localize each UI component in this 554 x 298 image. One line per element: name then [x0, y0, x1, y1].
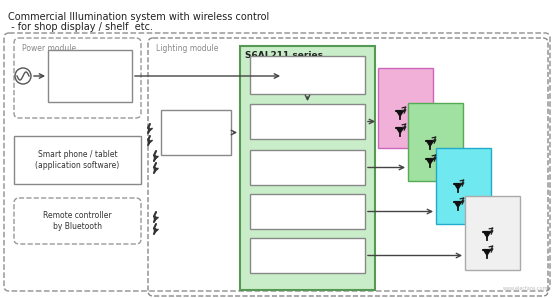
Polygon shape	[454, 202, 461, 207]
Text: LEDs
Green: LEDs Green	[411, 107, 434, 126]
Polygon shape	[427, 159, 434, 164]
Text: LEDs
Red: LEDs Red	[381, 72, 400, 91]
Text: LEDs
Blue: LEDs Blue	[439, 152, 458, 171]
Text: Remote controller
by Bluetooth: Remote controller by Bluetooth	[43, 211, 112, 231]
Bar	[161, 110, 231, 155]
Bar	[250, 150, 365, 185]
Bar	[378, 68, 433, 148]
Text: www.elecfans.com: www.elecfans.com	[502, 286, 548, 291]
Text: S6AL211 series: S6AL211 series	[245, 51, 323, 60]
Bar	[465, 196, 520, 270]
Text: LED controller: LED controller	[282, 119, 333, 125]
Bar	[436, 148, 491, 224]
Text: LED controller: LED controller	[282, 164, 333, 170]
Polygon shape	[427, 141, 434, 146]
Bar	[250, 56, 365, 94]
Polygon shape	[484, 232, 491, 237]
Text: - for shop display / shelf  etc.: - for shop display / shelf etc.	[8, 22, 153, 32]
Text: Lighting module: Lighting module	[156, 44, 218, 53]
Bar	[250, 104, 365, 139]
Polygon shape	[397, 111, 404, 116]
Bar	[240, 46, 375, 290]
Polygon shape	[454, 184, 461, 189]
Polygon shape	[397, 128, 404, 133]
Bar	[250, 194, 365, 229]
Bar	[14, 136, 141, 184]
Text: AC/DC converter
and PFC: AC/DC converter and PFC	[58, 66, 122, 86]
Text: LEDs
white: LEDs white	[468, 200, 489, 219]
Text: Power module: Power module	[22, 44, 76, 53]
Text: Smart phone / tablet
(application software): Smart phone / tablet (application softwa…	[35, 150, 120, 170]
Text: Bluetooth
module: Bluetooth module	[177, 123, 214, 142]
Text: UART: UART	[296, 71, 319, 80]
Text: LED controller: LED controller	[282, 252, 333, 258]
Bar	[408, 103, 463, 181]
Text: LED controller: LED controller	[282, 209, 333, 215]
Polygon shape	[484, 250, 491, 255]
Text: Commercial Illumination system with wireless control: Commercial Illumination system with wire…	[8, 12, 269, 22]
Bar	[250, 238, 365, 273]
Bar	[48, 50, 132, 102]
